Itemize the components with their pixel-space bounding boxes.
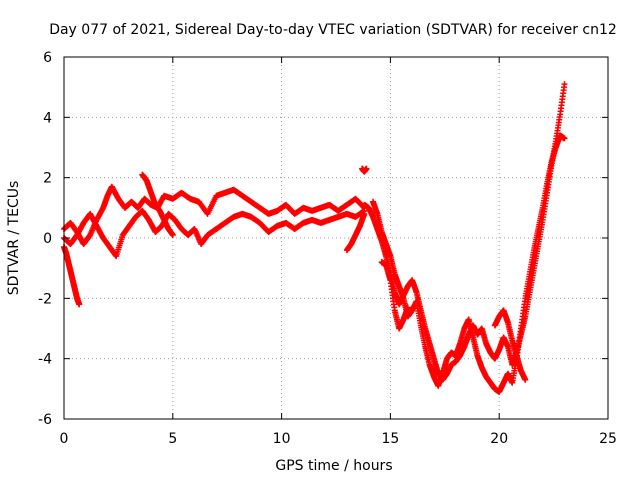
series-track-d bbox=[139, 171, 176, 238]
y-tick-label: 0 bbox=[43, 231, 52, 247]
series-track-f bbox=[359, 165, 370, 175]
y-tick-label: 2 bbox=[43, 171, 52, 187]
data-point-marker bbox=[561, 135, 568, 142]
data-point-marker bbox=[561, 81, 568, 88]
series-track-a bbox=[61, 244, 83, 308]
x-tick-label: 15 bbox=[381, 431, 399, 447]
axis-ticks bbox=[63, 56, 609, 420]
y-axis-label: SDTVAR / TECUs bbox=[6, 181, 22, 296]
x-tick-label: 0 bbox=[60, 431, 69, 447]
data-point-marker bbox=[363, 165, 370, 172]
data-point-marker bbox=[404, 304, 411, 311]
series-track-b bbox=[61, 183, 368, 248]
x-tick-label: 5 bbox=[168, 431, 177, 447]
data-point-marker bbox=[76, 301, 83, 308]
x-axis-label: GPS time / hours bbox=[275, 458, 392, 474]
x-tick-labels: 0 5 10 15 20 25 bbox=[60, 431, 617, 447]
y-tick-label: -4 bbox=[38, 352, 52, 368]
data-point-marker bbox=[522, 376, 529, 383]
series-track-i bbox=[378, 259, 411, 332]
data-point-marker bbox=[169, 231, 176, 238]
x-tick-label: 25 bbox=[599, 431, 617, 447]
chart-title: Day 077 of 2021, Sidereal Day-to-day VTE… bbox=[49, 22, 617, 38]
series-track-j bbox=[491, 307, 529, 383]
data-point-marker bbox=[361, 210, 368, 217]
x-tick-label: 20 bbox=[490, 431, 508, 447]
y-tick-label: 4 bbox=[43, 110, 52, 126]
x-tick-label: 10 bbox=[273, 431, 291, 447]
y-tick-label: 6 bbox=[43, 50, 52, 66]
series-track-h bbox=[369, 132, 568, 395]
y-tick-labels: -6 -4 -2 0 2 4 6 bbox=[38, 50, 52, 428]
data-points bbox=[61, 81, 568, 395]
series-track-c bbox=[61, 207, 368, 260]
y-tick-label: -6 bbox=[38, 412, 52, 428]
grid-lines bbox=[64, 57, 608, 419]
y-tick-label: -2 bbox=[38, 291, 52, 307]
series-track-e bbox=[343, 210, 368, 254]
